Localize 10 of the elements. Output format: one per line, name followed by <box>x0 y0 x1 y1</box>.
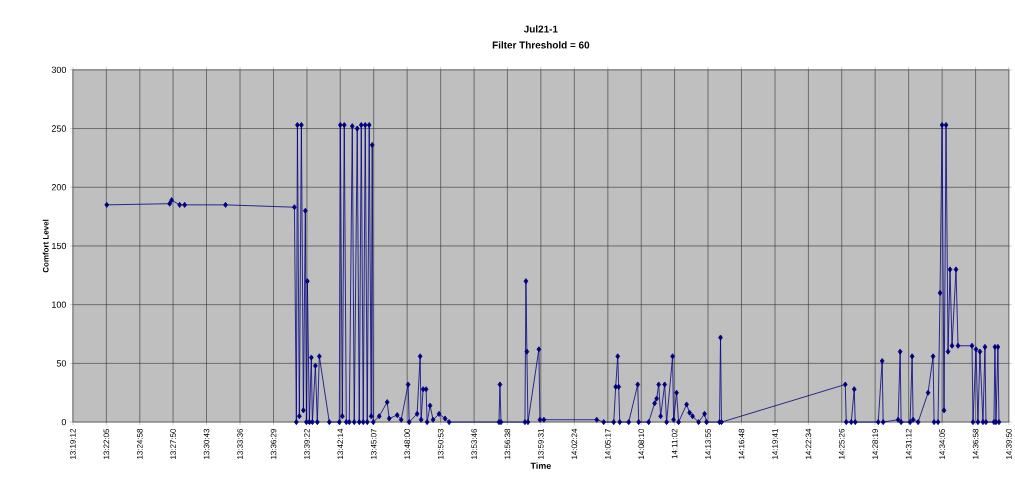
y-tick-label: 250 <box>51 125 67 132</box>
y-tick-label: 200 <box>51 184 67 191</box>
y-tick-label: 300 <box>51 66 67 74</box>
y-tick-label: 0 <box>61 418 67 426</box>
chart-subtitle: Filter Threshold = 60 <box>492 41 590 49</box>
x-axis-title: Time <box>530 462 551 469</box>
y-tick-label: 150 <box>52 242 67 250</box>
y-tick-label: 100 <box>52 301 67 308</box>
chart-title: Jul21-1 <box>523 25 558 33</box>
y-tick-label: 50 <box>56 360 67 367</box>
